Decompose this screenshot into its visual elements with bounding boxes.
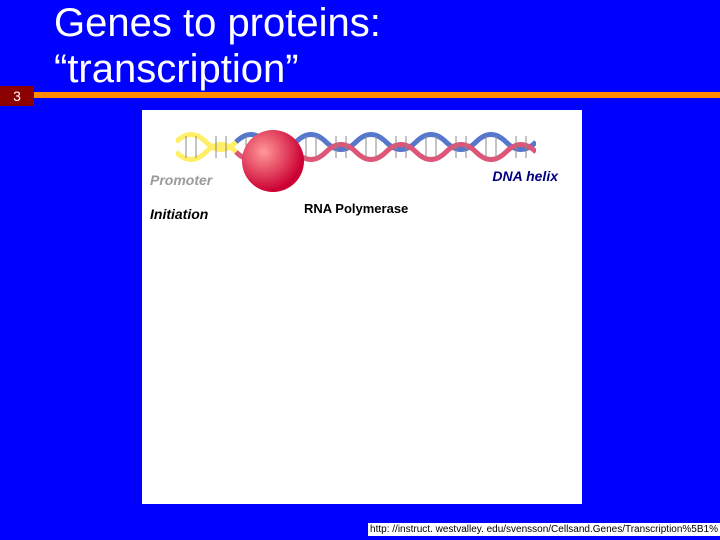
- dna-helix-icon: [176, 122, 536, 178]
- accent-bar: [34, 92, 720, 98]
- dna-helix-label: DNA helix: [492, 168, 558, 184]
- rna-polymerase-icon: [242, 130, 304, 192]
- slide-number: 3: [0, 86, 34, 106]
- initiation-label: Initiation: [150, 206, 208, 222]
- content-area: Promoter DNA helix Initiation RNA Polyme…: [142, 110, 582, 504]
- promoter-label: Promoter: [150, 172, 212, 188]
- source-url: http: //instruct. westvalley. edu/svenss…: [368, 523, 720, 536]
- title-line-2: “transcription”: [54, 47, 299, 91]
- title-line-1: Genes to proteins:: [54, 1, 381, 45]
- header: Genes to proteins: “transcription” 3: [0, 0, 720, 106]
- rna-polymerase-label: RNA Polymerase: [304, 201, 408, 216]
- slide-title: Genes to proteins: “transcription”: [54, 0, 381, 92]
- dna-helix-graphic: [176, 122, 536, 183]
